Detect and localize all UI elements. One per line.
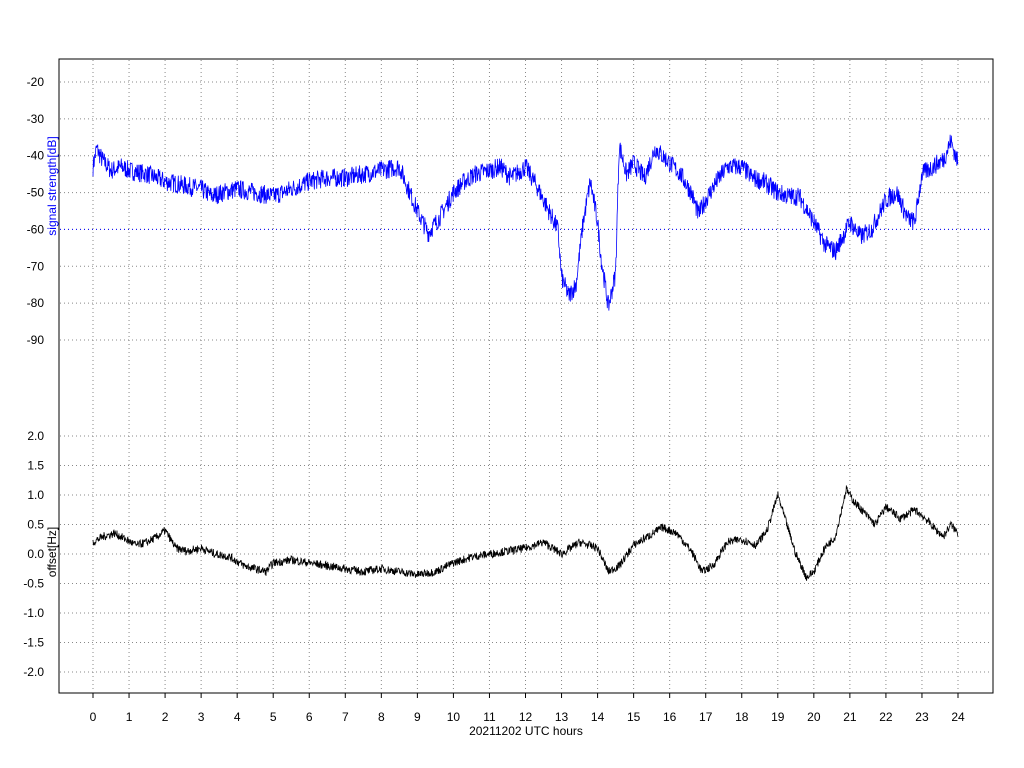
x-tick-label: 9 — [414, 710, 421, 724]
tick-labels: 0 1 2 3 4 5 6 7 8 9 10 11 12 13 14 15 16 17 18 19 20 21 22 23 24… — [23, 75, 965, 724]
x-tick-label: 0 — [90, 710, 97, 724]
x-tick-label: 12 — [519, 710, 533, 724]
y-axis-label-signal: signal strength[dB] — [45, 136, 59, 235]
y-axis-label-offset: offset[Hz] — [45, 527, 59, 577]
x-tick-label: 19 — [771, 710, 785, 724]
x-tick-label: 14 — [591, 710, 605, 724]
x-tick-label: 24 — [951, 710, 965, 724]
y-tick-label-signal: -40 — [27, 149, 45, 163]
x-tick-label: 1 — [126, 710, 133, 724]
y-tick-label-offset: 0.5 — [27, 518, 44, 532]
signal-strength-line — [92, 134, 959, 311]
x-tick-label: 23 — [915, 710, 929, 724]
x-tick-label: 6 — [306, 710, 313, 724]
y-tick-label-offset: 2.0 — [27, 429, 44, 443]
y-tick-label-offset: -1.5 — [23, 636, 44, 650]
y-tick-label-signal: -60 — [27, 222, 45, 236]
x-tick-label: 4 — [234, 710, 241, 724]
x-tick-label: 22 — [879, 710, 893, 724]
x-tick-label: 10 — [447, 710, 461, 724]
x-tick-label: 17 — [699, 710, 713, 724]
y-tick-label-offset: -1.0 — [23, 606, 44, 620]
x-tick-label: 15 — [627, 710, 641, 724]
y-tick-label-offset: 1.5 — [27, 459, 44, 473]
y-tick-label-signal: -70 — [27, 259, 45, 273]
offset-line — [92, 485, 959, 581]
x-tick-label: 11 — [483, 710, 496, 724]
x-tick-label: 18 — [735, 710, 749, 724]
grid — [60, 60, 992, 698]
y-tick-label-offset: -2.0 — [23, 665, 44, 679]
marks — [92, 134, 959, 581]
y-tick-label-signal: -20 — [27, 75, 45, 89]
x-tick-label: 8 — [378, 710, 385, 724]
x-axis-label: 20211202 UTC hours — [469, 724, 583, 738]
y-tick-label-signal: -30 — [27, 112, 45, 126]
x-tick-label: 2 — [162, 710, 169, 724]
x-tick-label: 20 — [807, 710, 821, 724]
y-tick-label-offset: 0.0 — [27, 547, 44, 561]
y-tick-label-offset: 1.0 — [27, 488, 44, 502]
x-tick-label: 5 — [270, 710, 277, 724]
y-tick-label-signal: -50 — [27, 186, 45, 200]
y-tick-label-offset: -0.5 — [23, 577, 44, 591]
y-tick-label-signal: -90 — [27, 333, 45, 347]
x-tick-label: 7 — [342, 710, 349, 724]
x-tick-label: 3 — [198, 710, 205, 724]
x-tick-label: 16 — [663, 710, 677, 724]
y-tick-label-signal: -80 — [27, 296, 45, 310]
x-tick-label: 13 — [555, 710, 569, 724]
x-tick-label: 21 — [843, 710, 857, 724]
